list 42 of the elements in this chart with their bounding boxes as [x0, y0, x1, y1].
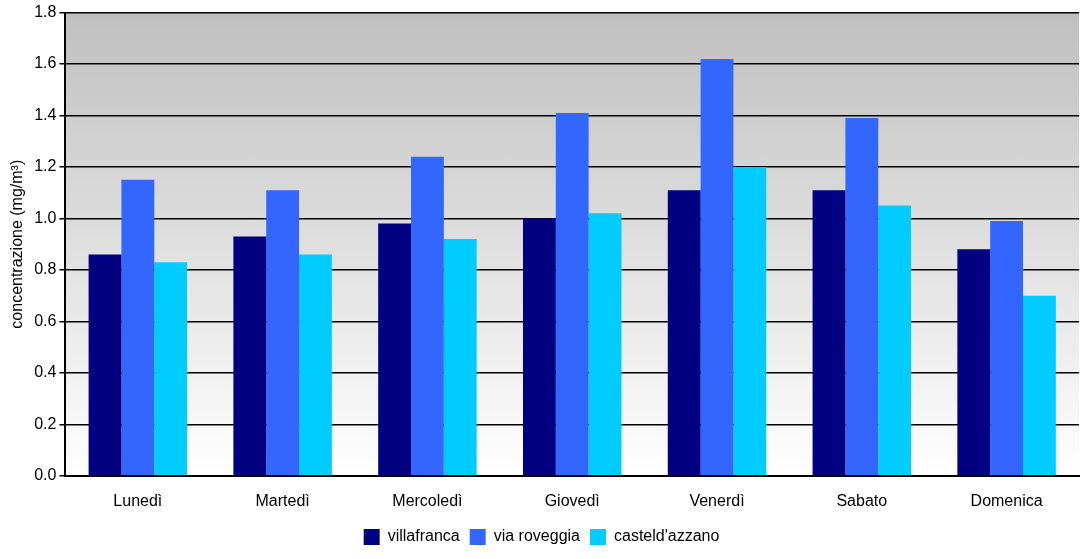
bar: [522, 218, 556, 476]
y-tick-label: 0.0: [34, 466, 57, 484]
bar: [733, 167, 767, 476]
x-tick-label: Domenica: [970, 491, 1043, 509]
bar: [266, 190, 300, 476]
y-tick-label: 0.6: [34, 311, 57, 329]
bar: [88, 254, 122, 476]
legend-label: villafranca: [387, 527, 460, 545]
y-tick-label: 1.0: [34, 208, 57, 226]
bar: [957, 249, 991, 476]
bar: [121, 179, 155, 476]
bar: [878, 205, 912, 476]
y-axis-title: concentrazione (mg/m³): [8, 159, 26, 329]
bar: [299, 254, 332, 476]
x-tick-label: Mercoledì: [392, 491, 463, 509]
bar: [588, 213, 622, 476]
bar: [443, 239, 477, 476]
y-tick-label: 0.2: [34, 414, 57, 432]
bar: [845, 118, 879, 476]
bar: [1023, 295, 1056, 476]
bar: [667, 190, 701, 476]
x-tick-label: Venerdì: [689, 491, 745, 509]
y-tick-label: 1.8: [34, 3, 57, 21]
bar: [812, 190, 846, 476]
bar: [555, 112, 589, 476]
legend-label: via roveggia: [493, 527, 581, 545]
x-tick-label: Sabato: [836, 491, 888, 509]
legend-label: casteld'azzano: [613, 527, 720, 545]
y-tick-label: 1.6: [34, 54, 57, 72]
x-tick-label: Martedì: [255, 491, 310, 509]
y-tick-label: 1.2: [34, 157, 57, 175]
x-tick-label: Lunedì: [113, 491, 163, 509]
y-tick-label: 0.4: [34, 363, 57, 381]
y-tick-label: 0.8: [34, 260, 57, 278]
bar: [233, 236, 267, 476]
bar: [700, 58, 734, 476]
bar: [378, 223, 412, 476]
y-tick-label: 1.4: [34, 105, 57, 123]
x-tick-label: Giovedì: [544, 491, 600, 509]
bar: [411, 156, 444, 476]
bar: [990, 221, 1024, 476]
bar: [154, 262, 188, 476]
